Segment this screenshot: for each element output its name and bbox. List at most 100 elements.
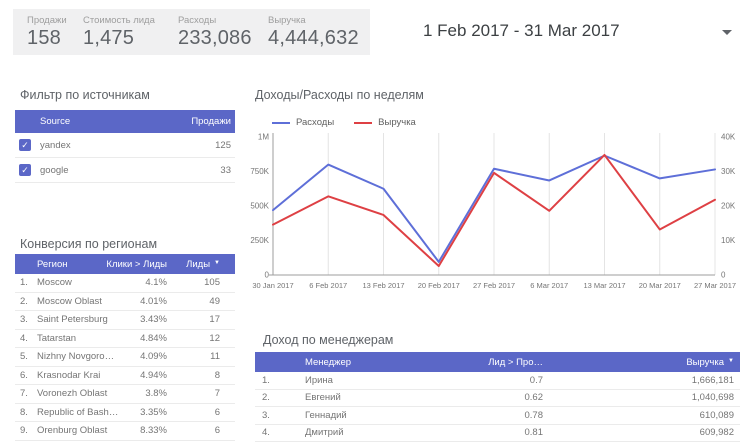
- manager-revenue-value: 609,982: [543, 427, 740, 438]
- legend-label: Выручка: [378, 117, 416, 128]
- row-index: 3.: [255, 410, 305, 421]
- region-name: Nizhny Novgoro…: [37, 351, 105, 362]
- scorecard-value: 4,444,632: [268, 27, 359, 50]
- manager-name: Евгений: [305, 392, 465, 403]
- region-leads-value: 6: [167, 425, 235, 436]
- scorecard-revenue: Выручка 4,444,632: [268, 15, 359, 50]
- manager-revenue-value: 610,089: [543, 410, 740, 421]
- right-axis-tick-label: 40K: [721, 133, 736, 142]
- row-index: 4.: [15, 333, 37, 344]
- right-axis-tick-label: 20K: [721, 202, 736, 211]
- left-axis-tick-label: 750K: [250, 167, 269, 176]
- region-ctr-value: 4.94%: [105, 370, 167, 381]
- source-filter-header[interactable]: Source Продажи: [15, 110, 235, 133]
- column-header-region[interactable]: Регион: [37, 259, 105, 270]
- x-axis-tick-label: 6 Mar 2017: [530, 281, 568, 290]
- x-axis-tick-label: 13 Feb 2017: [362, 281, 404, 290]
- manager-name: Геннадий: [305, 410, 465, 421]
- managers-table-title: Доход по менеджерам: [263, 333, 393, 347]
- scorecard-value: 233,086: [178, 27, 252, 50]
- right-axis-tick-label: 10K: [721, 236, 736, 245]
- row-index: 6.: [15, 370, 37, 381]
- row-index: 8.: [15, 407, 37, 418]
- row-index: 4.: [255, 427, 305, 438]
- region-table-header[interactable]: Регион Клики > Лиды Лиды ▼: [15, 254, 235, 274]
- scorecard-label: Продажи: [27, 15, 67, 26]
- legend-item-expenses: Расходы: [272, 117, 334, 128]
- left-axis-tick-label: 500K: [250, 202, 269, 211]
- source-name: google: [40, 165, 69, 176]
- manager-name: Дмитрий: [305, 427, 465, 438]
- source-filter-title: Фильтр по источникам: [20, 88, 150, 102]
- checkbox[interactable]: ✓: [19, 164, 31, 176]
- manager-ratio-value: 0.78: [465, 410, 543, 421]
- date-range-label: 1 Feb 2017 - 31 Mar 2017: [423, 21, 620, 41]
- scorecard-bar: Продажи 158 Стоимость лида 1,475 Расходы…: [13, 9, 370, 55]
- date-range-picker[interactable]: 1 Feb 2017 - 31 Mar 2017: [390, 14, 740, 50]
- column-header-leads[interactable]: Лиды ▼: [167, 259, 235, 270]
- region-ctr-value: 3.35%: [105, 407, 167, 418]
- region-name: Moscow: [37, 277, 105, 288]
- x-axis-tick-label: 20 Mar 2017: [639, 281, 681, 290]
- manager-revenue-value: 1,666,181: [543, 375, 740, 386]
- row-index: 3.: [15, 314, 37, 325]
- scorecard-expenses: Расходы 233,086: [178, 15, 252, 50]
- column-header-manager[interactable]: Менеджер: [305, 357, 465, 368]
- left-axis-tick-label: 0: [265, 271, 270, 280]
- legend-line-swatch: [272, 122, 290, 124]
- column-header-sales[interactable]: Продажи: [191, 116, 231, 127]
- region-name: Moscow Oblast: [37, 296, 105, 307]
- region-leads-value: 49: [167, 296, 235, 307]
- legend-line-swatch: [354, 122, 372, 124]
- region-ctr-value: 4.1%: [105, 277, 167, 288]
- scorecard-label: Расходы: [178, 15, 252, 26]
- region-leads-value: 17: [167, 314, 235, 325]
- column-header-source[interactable]: Source: [40, 116, 70, 127]
- manager-name: Ирина: [305, 375, 465, 386]
- manager-ratio-value: 0.7: [465, 375, 543, 386]
- column-header-ratio[interactable]: Лид > Про…: [465, 357, 543, 368]
- region-leads-value: 8: [167, 370, 235, 381]
- column-header-revenue[interactable]: Выручка ▼: [543, 357, 740, 368]
- checkbox[interactable]: ✓: [19, 139, 31, 151]
- sort-desc-icon: ▼: [728, 358, 734, 364]
- region-name: Tatarstan: [37, 333, 105, 344]
- region-name: Voronezh Oblast: [37, 388, 105, 399]
- managers-table-header[interactable]: Менеджер Лид > Про… Выручка ▼: [255, 352, 740, 372]
- region-row: 5.Nizhny Novgoro…4.09%11: [15, 348, 235, 367]
- region-ctr-value: 4.09%: [105, 351, 167, 362]
- chart-title: Доходы/Расходы по неделям: [255, 88, 424, 102]
- row-index: 7.: [15, 388, 37, 399]
- region-ctr-value: 8.33%: [105, 425, 167, 436]
- row-index: 9.: [15, 425, 37, 436]
- region-name: Republic of Bash…: [37, 407, 105, 418]
- x-axis-tick-label: 6 Feb 2017: [309, 281, 347, 290]
- left-axis-tick-label: 1M: [258, 133, 269, 142]
- source-name: yandex: [40, 140, 71, 151]
- region-leads-value: 12: [167, 333, 235, 344]
- x-axis-tick-label: 27 Feb 2017: [473, 281, 515, 290]
- row-index: 5.: [15, 351, 37, 362]
- region-ctr-value: 4.84%: [105, 333, 167, 344]
- legend-label: Расходы: [296, 117, 334, 128]
- region-ctr-value: 3.8%: [105, 388, 167, 399]
- right-axis-tick-label: 30K: [721, 167, 736, 176]
- source-filter-row[interactable]: ✓ google 33: [15, 158, 235, 183]
- source-sales-value: 33: [220, 165, 231, 176]
- row-index: 2.: [15, 296, 37, 307]
- region-ctr-value: 3.43%: [105, 314, 167, 325]
- manager-ratio-value: 0.81: [465, 427, 543, 438]
- column-header-ctr[interactable]: Клики > Лиды: [105, 259, 167, 270]
- x-axis-tick-label: 20 Feb 2017: [418, 281, 460, 290]
- legend-item-revenue: Выручка: [354, 117, 416, 128]
